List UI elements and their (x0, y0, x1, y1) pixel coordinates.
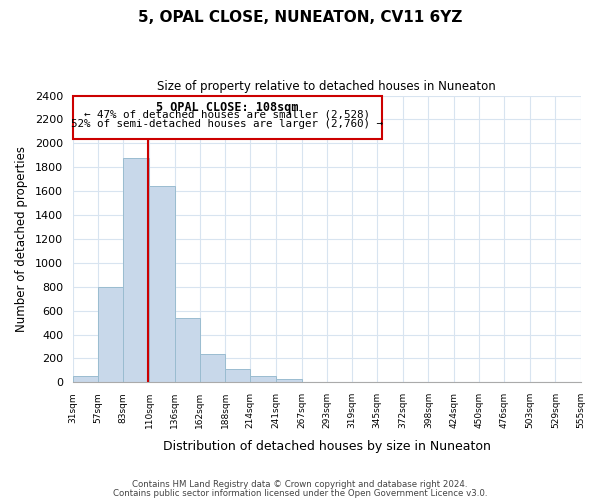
Bar (123, 158, 149, 382)
Bar (200, 354, 225, 382)
Bar (149, 186, 175, 382)
Bar (175, 318, 200, 382)
Text: Contains HM Land Registry data © Crown copyright and database right 2024.: Contains HM Land Registry data © Crown c… (132, 480, 468, 489)
Text: 52% of semi-detached houses are larger (2,760) →: 52% of semi-detached houses are larger (… (71, 119, 383, 129)
Bar (98, 286, 123, 382)
Bar (277, 378, 302, 382)
Bar (73, 376, 98, 382)
Y-axis label: Number of detached properties: Number of detached properties (15, 146, 28, 332)
Bar (250, 376, 277, 382)
Bar (225, 369, 250, 382)
Title: Size of property relative to detached houses in Nuneaton: Size of property relative to detached ho… (157, 80, 496, 93)
Text: 5 OPAL CLOSE: 108sqm: 5 OPAL CLOSE: 108sqm (156, 101, 299, 114)
Text: ← 47% of detached houses are smaller (2,528): ← 47% of detached houses are smaller (2,… (85, 110, 370, 120)
X-axis label: Distribution of detached houses by size in Nuneaton: Distribution of detached houses by size … (163, 440, 491, 452)
Text: 5, OPAL CLOSE, NUNEATON, CV11 6YZ: 5, OPAL CLOSE, NUNEATON, CV11 6YZ (138, 10, 462, 25)
FancyBboxPatch shape (73, 96, 382, 138)
Text: Contains public sector information licensed under the Open Government Licence v3: Contains public sector information licen… (113, 488, 487, 498)
